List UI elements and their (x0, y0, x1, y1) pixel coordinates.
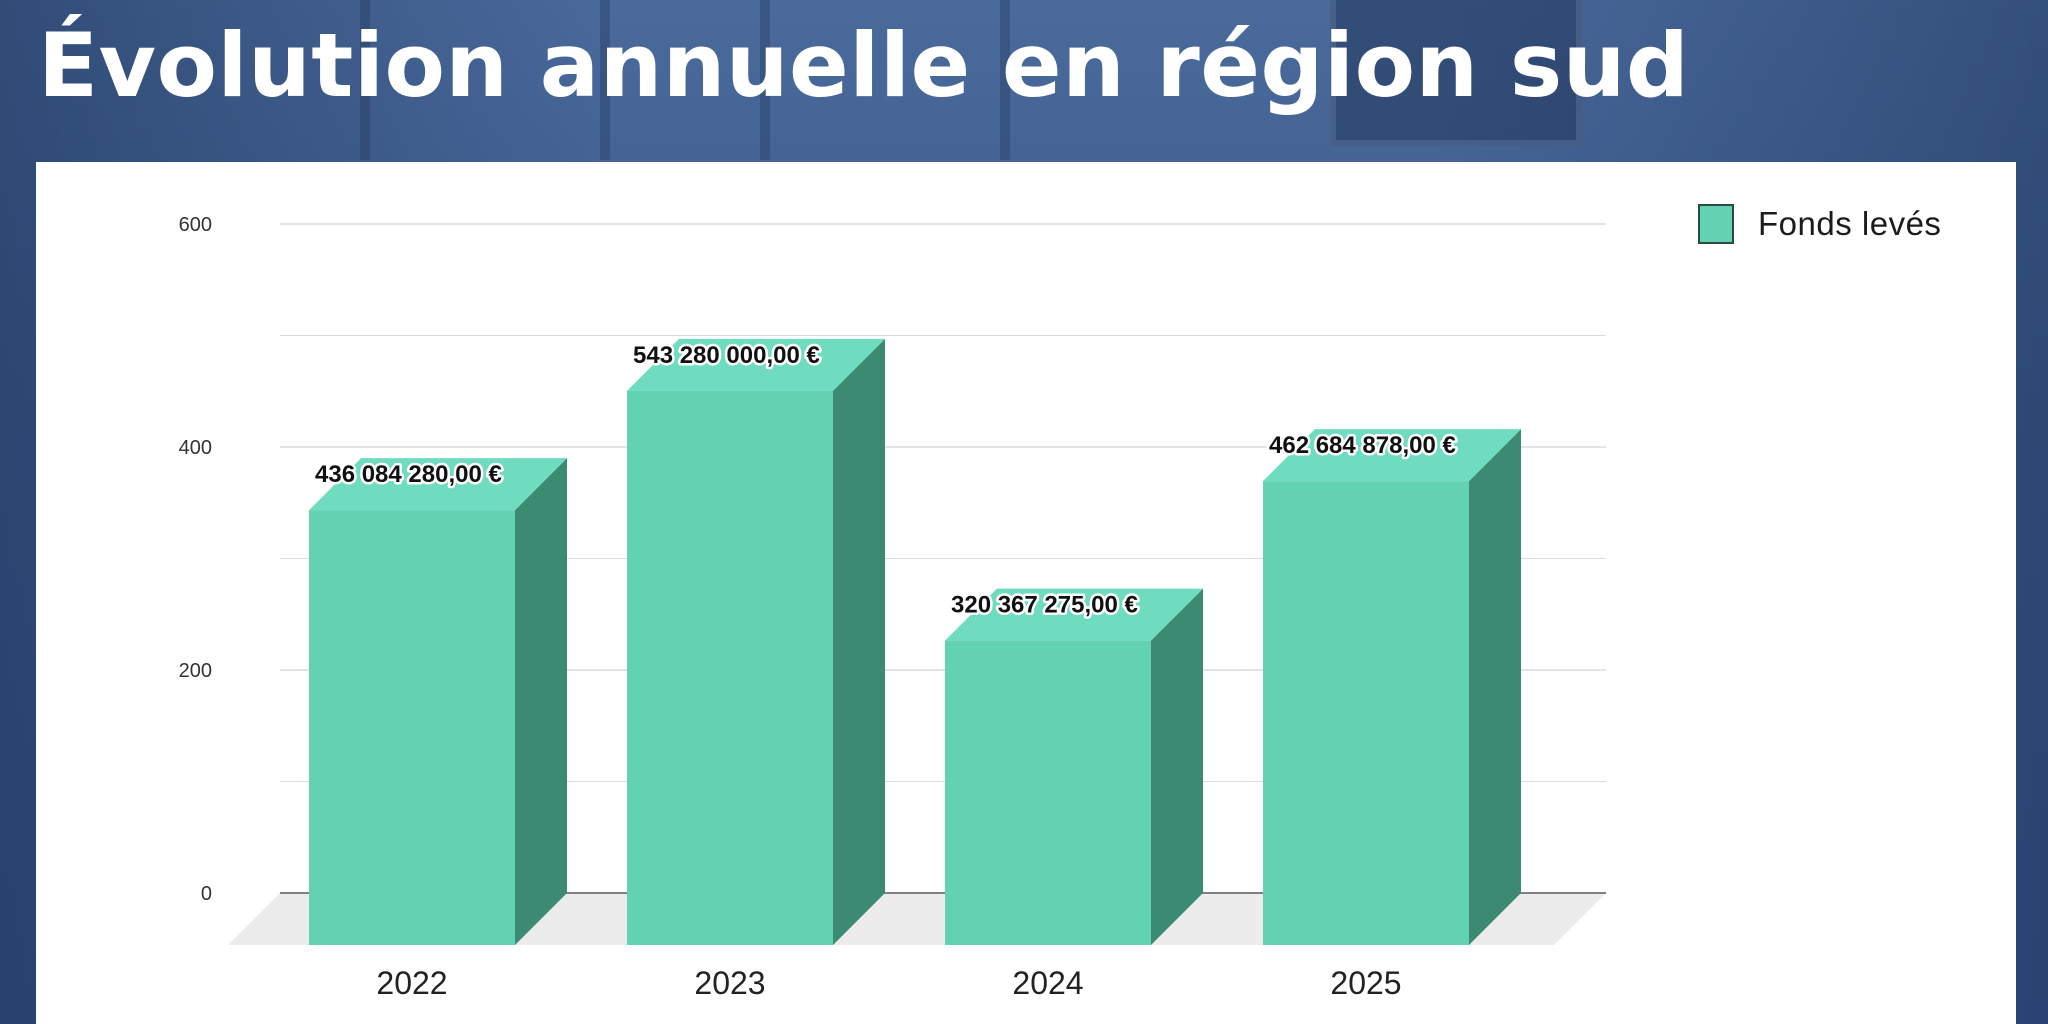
y-tick-label: 200 (179, 660, 212, 682)
y-tick-label: 400 (179, 437, 212, 459)
legend-swatch (1698, 204, 1734, 244)
bar-top (1263, 429, 1521, 482)
legend-label: Fonds levés (1758, 205, 1942, 242)
bar-top (627, 338, 885, 391)
bar (1263, 481, 1469, 945)
chart-floor (228, 893, 1606, 945)
bar (309, 510, 515, 945)
background-plaque (1330, 0, 1582, 146)
data-label-halo: 543 280 000,00 € (633, 342, 820, 369)
bar-side (1151, 588, 1203, 945)
data-label: 543 280 000,00 € (633, 342, 820, 369)
background-door-frame (360, 0, 610, 160)
data-label-halo: 436 084 280,00 € (315, 461, 502, 488)
background-door-frame (760, 0, 1010, 160)
data-label: 436 084 280,00 € (315, 461, 502, 488)
x-tick-label: 2024 (1012, 965, 1083, 1001)
legend: Fonds levés (1698, 204, 1941, 244)
chart-panel: 0 200 400 600 436 084 280,00 €436 084 280,00… (36, 162, 2016, 1024)
data-label-halo: 320 367 275,00 € (951, 592, 1138, 619)
data-label-halo: 462 684 878,00 € (1269, 432, 1456, 459)
data-label: 462 684 878,00 € (1269, 432, 1456, 459)
data-label: 320 367 275,00 € (951, 592, 1138, 619)
x-tick-label: 2023 (694, 965, 765, 1001)
y-tick-label: 0 (201, 883, 212, 905)
page-title: Évolution annuelle en région sud (38, 14, 1690, 117)
bar-top (945, 588, 1203, 641)
bar-top (309, 458, 567, 511)
bar (945, 640, 1151, 945)
x-tick-label: 2022 (376, 965, 447, 1001)
bar-side (515, 458, 567, 945)
bar-side (833, 338, 885, 946)
x-tick-label: 2025 (1330, 965, 1401, 1001)
bar (627, 390, 833, 946)
y-tick-label: 600 (179, 214, 212, 236)
bar-side (1469, 429, 1521, 945)
